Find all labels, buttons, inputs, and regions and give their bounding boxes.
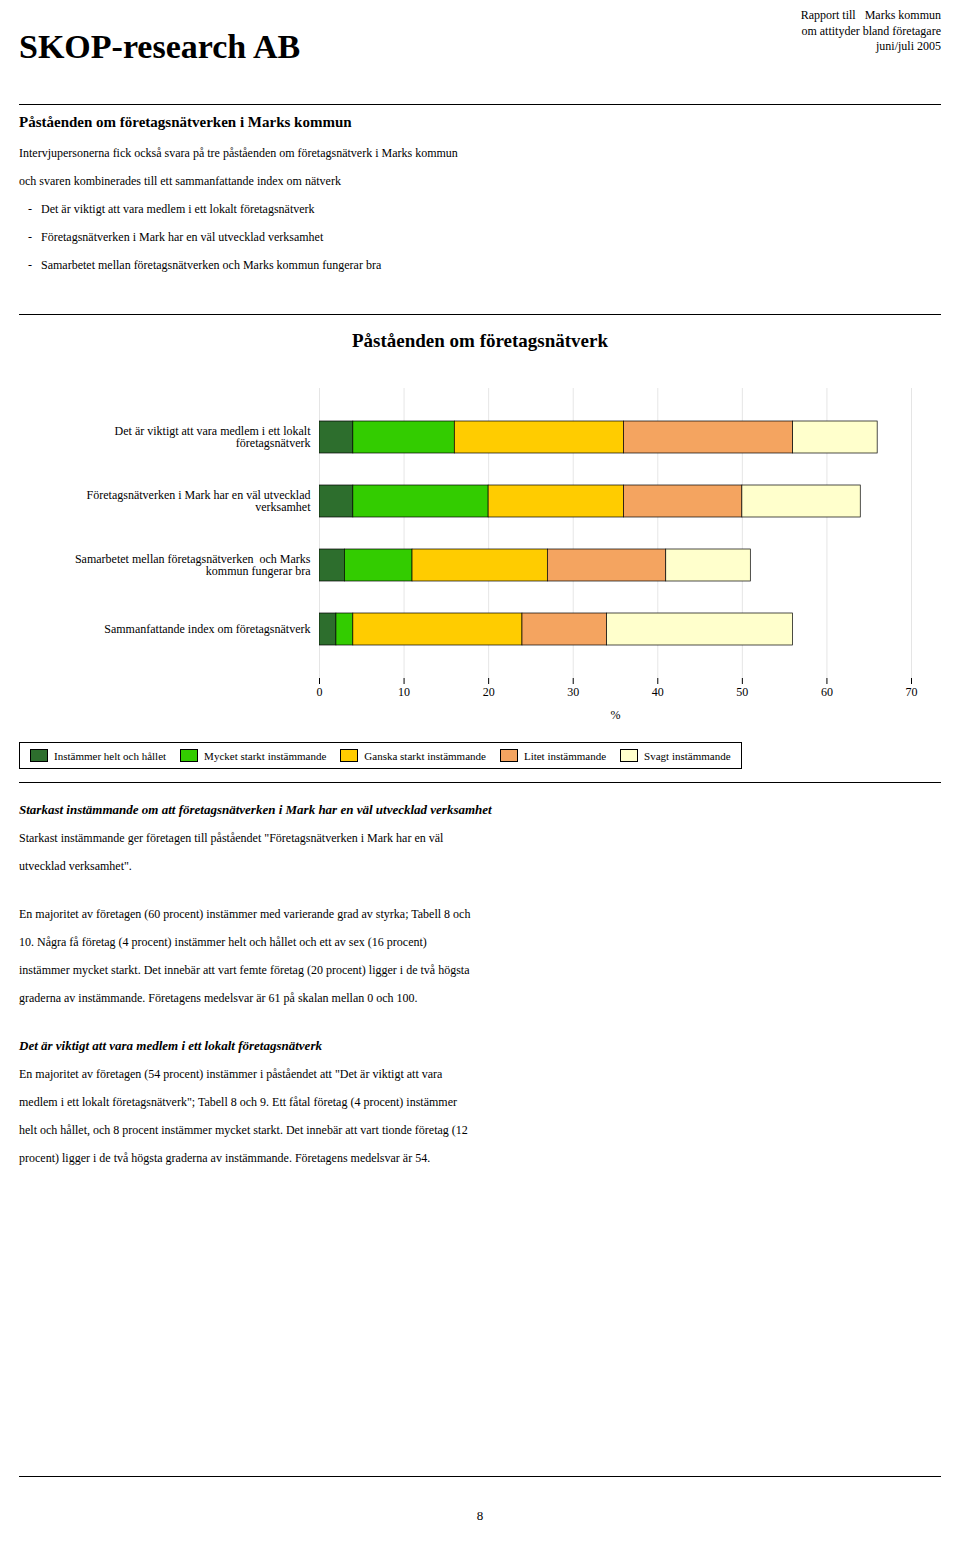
html-text:och svaren kombinerades till e: och svaren kombinerades till ett sammanf… bbox=[19, 174, 341, 188]
html-text:Påståenden om företagsnätverke: Påståenden om företagsnätverken i Marks … bbox=[19, 114, 352, 130]
html-text:Intervjupersonerna fick också: Intervjupersonerna fick också svara på t… bbox=[19, 146, 458, 160]
html-text:8: 8 bbox=[476, 1508, 484, 1523]
html-text:procent) ligger i de två högst: procent) ligger i de två högsta graderna… bbox=[19, 1151, 431, 1165]
html-text:Starkast instämmande ger föret: Starkast instämmande ger företagen till … bbox=[19, 831, 444, 845]
html-text:graderna av instämmande. Föret: graderna av instämmande. Företagens mede… bbox=[19, 991, 418, 1005]
html-text:Påståenden om företagsnätverk: Påståenden om företagsnätverk bbox=[351, 330, 609, 351]
svg-text:Företagsnätverken i Mark har e: Företagsnätverken i Mark har en väl utve… bbox=[87, 488, 312, 514]
html-text:Instämmer helt och hållet: Instämmer helt och hållet bbox=[54, 749, 167, 762]
svg-text:20: 20 bbox=[483, 685, 495, 699]
html-text:Mycket starkt instämmande: Mycket starkt instämmande bbox=[204, 749, 327, 762]
svg-text:40: 40 bbox=[652, 685, 664, 699]
svg-text:60: 60 bbox=[821, 685, 833, 699]
html-text:En majoritet av företagen (60: En majoritet av företagen (60 procent) i… bbox=[19, 907, 471, 921]
html-text:Ganska starkt instämmande: Ganska starkt instämmande bbox=[364, 749, 486, 762]
html-text:Svagt instämmande: Svagt instämmande bbox=[644, 749, 731, 762]
html-text:Det är viktigt att vara medlem: Det är viktigt att vara medlem i ett lok… bbox=[19, 1038, 322, 1053]
svg-text:10: 10 bbox=[398, 685, 410, 699]
svg-text:30: 30 bbox=[567, 685, 579, 699]
svg-text:70: 70 bbox=[906, 685, 918, 699]
html-text:juni/juli 2005: juni/juli 2005 bbox=[876, 39, 941, 54]
html-text:- Samarbetet mellan företagsnä: - Samarbetet mellan företagsnätverken oc… bbox=[19, 258, 382, 272]
svg-text:50: 50 bbox=[736, 685, 748, 699]
html-text:- Företagsnätverken i Mark har: - Företagsnätverken i Mark har en väl ut… bbox=[19, 230, 324, 244]
html-text:En majoritet av företagen (54: En majoritet av företagen (54 procent) i… bbox=[19, 1067, 443, 1081]
html-text:medlem i ett lokalt företagsnä: medlem i ett lokalt företagsnätverk"; Ta… bbox=[19, 1095, 457, 1109]
svg-text:0: 0 bbox=[317, 685, 323, 699]
svg-text:%: % bbox=[611, 708, 621, 722]
html-text:om attityder bland företagare: om attityder bland företagare bbox=[801, 23, 941, 38]
html-text:10. Några få företag (4 procen: 10. Några få företag (4 procent) instämm… bbox=[19, 935, 427, 949]
html-text:SKOP-research AB: SKOP-research AB bbox=[19, 28, 301, 65]
html-text:- Det är viktigt att vara medl: - Det är viktigt att vara medlem i ett l… bbox=[19, 202, 315, 216]
html-text:instämmer mycket starkt. Det i: instämmer mycket starkt. Det innebär att… bbox=[19, 963, 470, 977]
svg-text:Det är viktigt att vara medlem: Det är viktigt att vara medlem i ett lok… bbox=[115, 424, 312, 450]
html-text:utvecklad verksamhet".: utvecklad verksamhet". bbox=[19, 859, 132, 873]
svg-text:Sammanfattande index om företa: Sammanfattande index om företagsnätverk bbox=[104, 622, 310, 636]
html-text:Rapport till Marks kommun: Rapport till Marks kommun bbox=[800, 8, 941, 22]
html-text:helt och hållet, och 8 procent: helt och hållet, och 8 procent instämmer… bbox=[19, 1123, 468, 1137]
html-text:Litet instämmande: Litet instämmande bbox=[523, 749, 607, 762]
svg-text:Samarbetet mellan företagsnätv: Samarbetet mellan företagsnätverken och … bbox=[75, 552, 311, 578]
html-text:Starkast instämmande om att fö: Starkast instämmande om att företagsnätv… bbox=[19, 802, 492, 817]
